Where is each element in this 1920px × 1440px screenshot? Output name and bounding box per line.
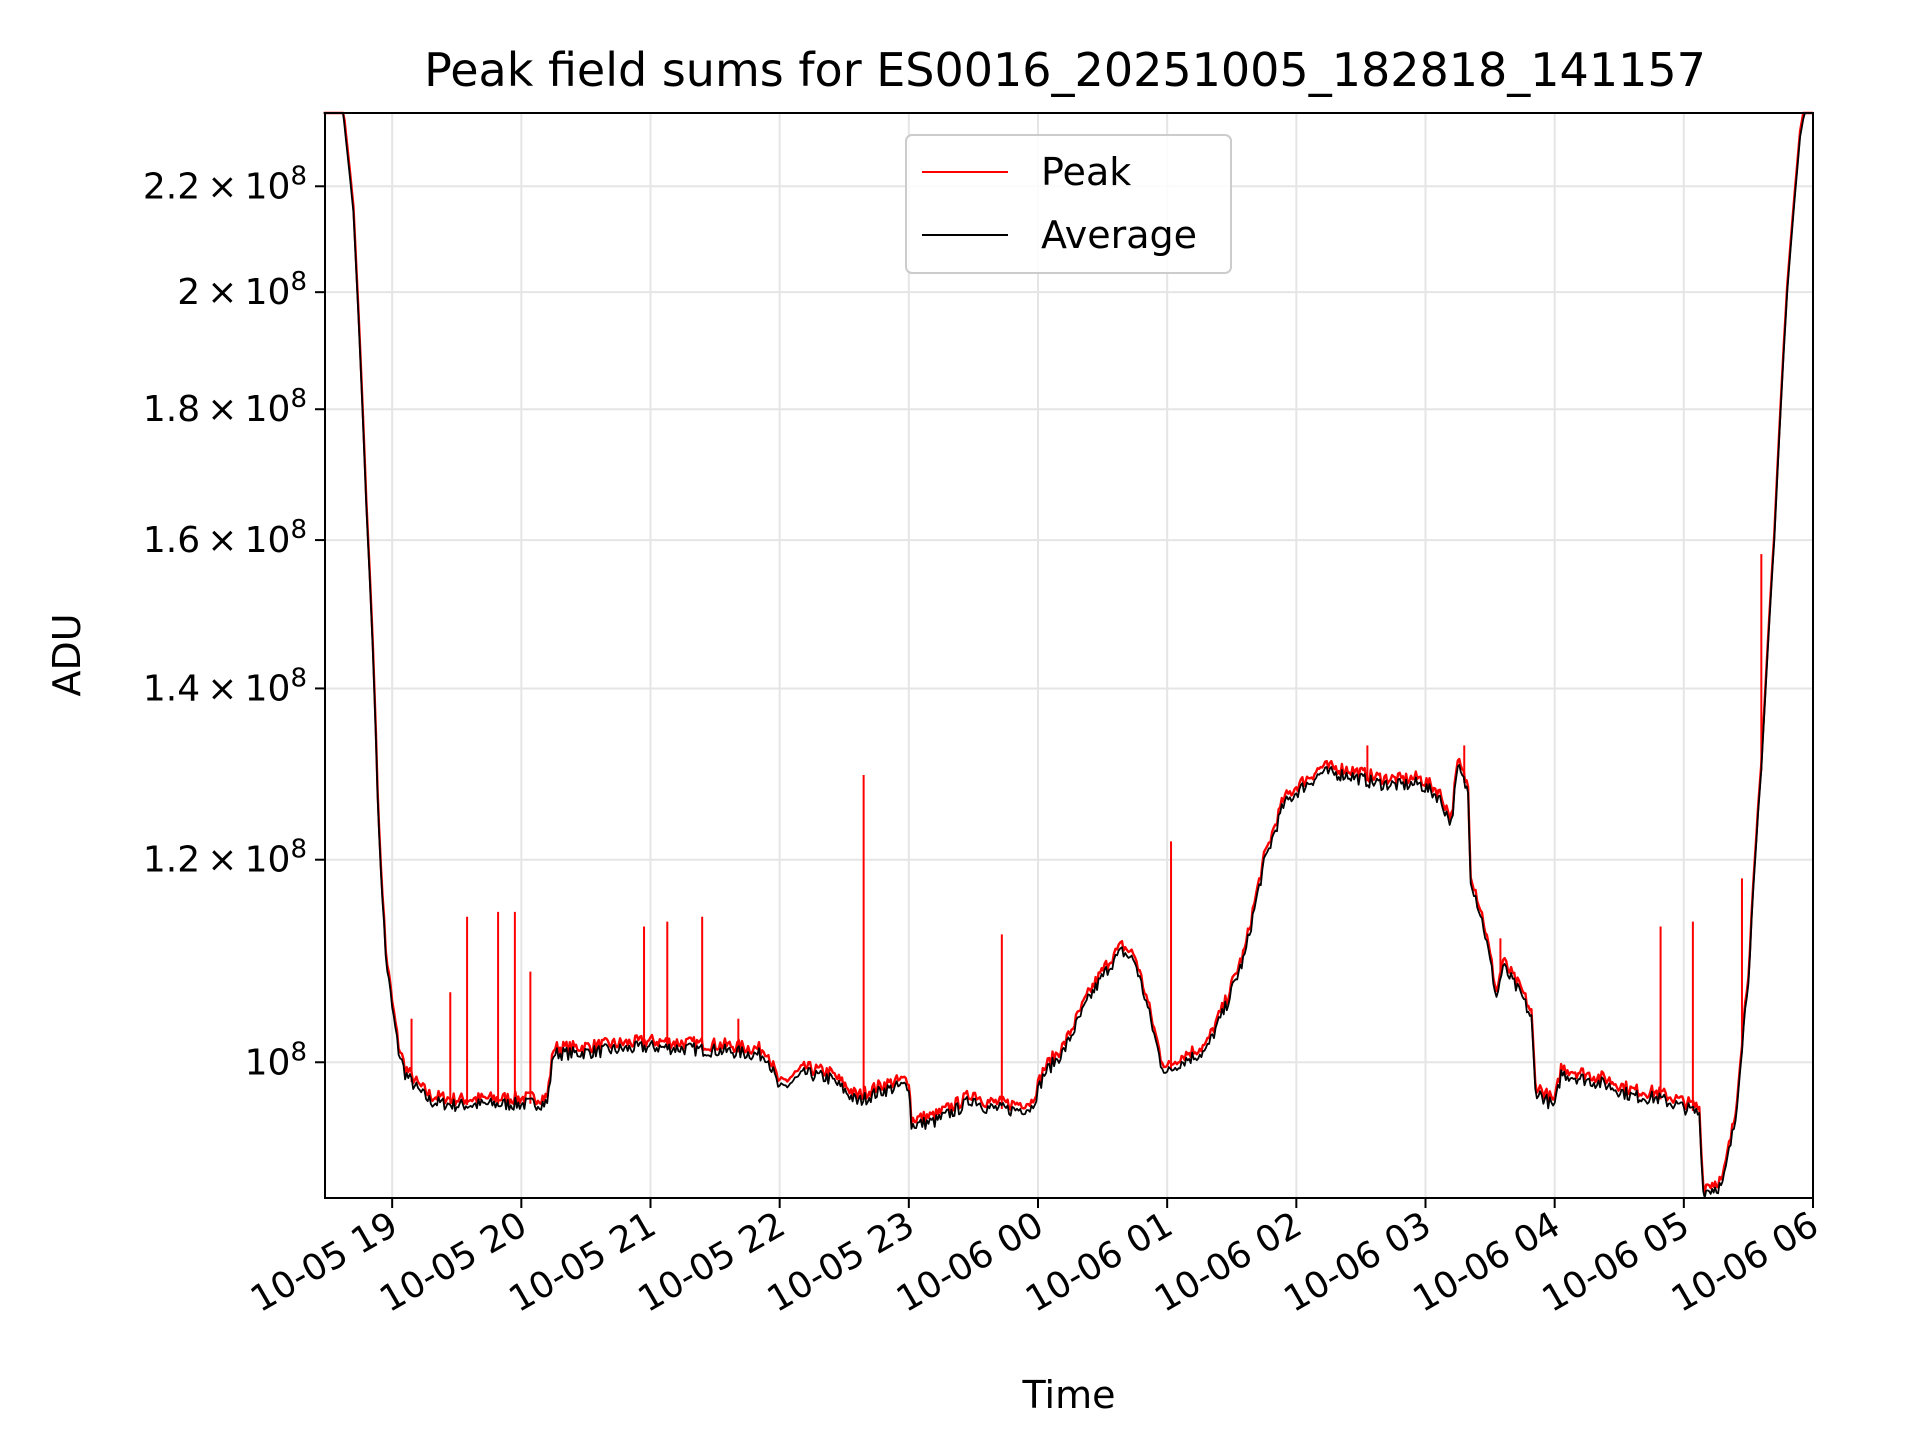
y-tick-label: 1.4 × 108 <box>143 663 307 709</box>
legend-label-average: Average <box>1041 213 1197 257</box>
chart-title: Peak field sums for ES0016_20251005_1828… <box>424 43 1706 97</box>
x-axis-label: Time <box>1022 1373 1116 1417</box>
plot-frame <box>324 112 1814 1199</box>
y-axis-ticks: 108 1.2 × 108 1.4 × 108 1.6 × 108 1.8 × 108 2… <box>143 161 325 1083</box>
grid-lines <box>325 113 1813 1198</box>
series-line-average <box>323 112 1813 1199</box>
y-tick-label: 2 × 108 <box>177 267 307 313</box>
y-tick-label: 2.2 × 108 <box>143 161 307 207</box>
peak-spikes <box>410 554 1763 1112</box>
y-tick-label: 1.8 × 108 <box>143 384 307 430</box>
y-tick-label: 1.2 × 108 <box>143 835 307 881</box>
y-tick-label: 1.6 × 108 <box>143 515 307 561</box>
legend-label-peak: Peak <box>1041 150 1131 194</box>
y-axis-label: ADU <box>45 613 89 696</box>
legend-box <box>905 134 1232 274</box>
legend: Peak Average <box>905 134 1232 274</box>
y-tick-label: 108 <box>245 1037 307 1083</box>
plot-series <box>323 111 1813 1199</box>
